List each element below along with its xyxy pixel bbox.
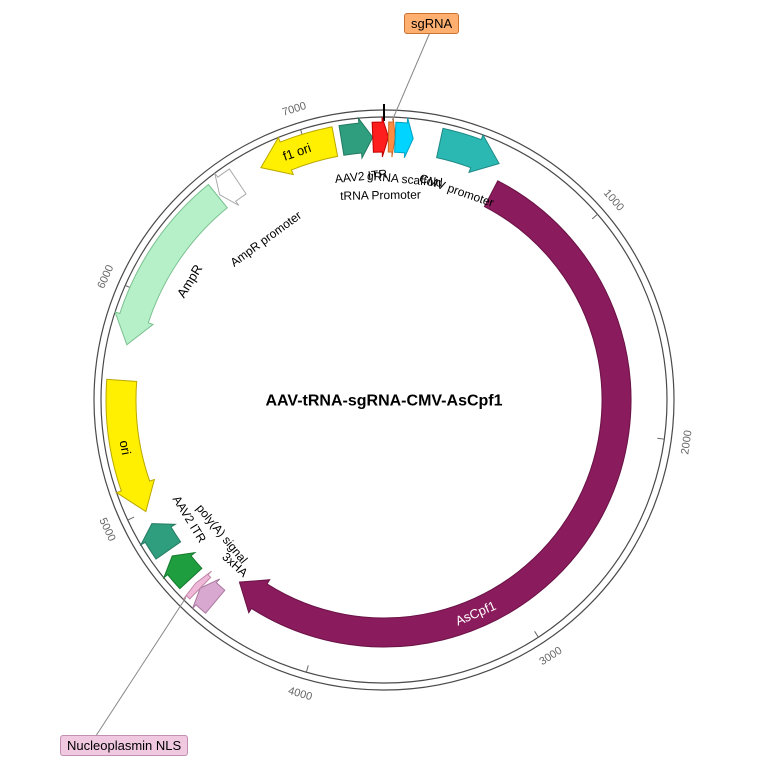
bp-tick-label: 6000 xyxy=(95,263,116,290)
label-cmv-promoter: CMV promoter xyxy=(417,171,495,210)
feature-cmv-promoter xyxy=(437,128,500,172)
bp-tick-label: 5000 xyxy=(96,516,117,543)
feature-trna-promoter xyxy=(372,117,388,157)
bp-tick-label: 1000 xyxy=(601,187,626,213)
plasmid-map: 1000 2000 3000 4000 5000 6000 7000 AAV-tRNA-sgR… xyxy=(0,0,768,767)
bp-tick-label: 4000 xyxy=(287,685,314,703)
feature-aav2-itr xyxy=(339,118,373,158)
feature-grna-scaffold xyxy=(395,118,414,158)
label-ori: ori xyxy=(117,439,134,456)
tag-nucleoplasmin-nls: Nucleoplasmin NLS xyxy=(60,735,188,756)
bp-tick-label: 7000 xyxy=(281,100,308,119)
feature-ascpf1 xyxy=(239,181,631,647)
label-ampr: AmpR xyxy=(174,262,206,301)
tag-sgrna: sgRNA xyxy=(404,13,459,34)
label-trna-promoter: tRNA Promoter xyxy=(340,188,421,203)
feature-ampr xyxy=(115,185,227,345)
bp-tick-label: 3000 xyxy=(537,645,564,668)
plasmid-title: AAV-tRNA-sgRNA-CMV-AsCpf1 xyxy=(265,393,502,410)
label-ampr-promoter: AmpR promoter xyxy=(228,208,305,269)
bp-tick-label: 2000 xyxy=(679,429,694,455)
